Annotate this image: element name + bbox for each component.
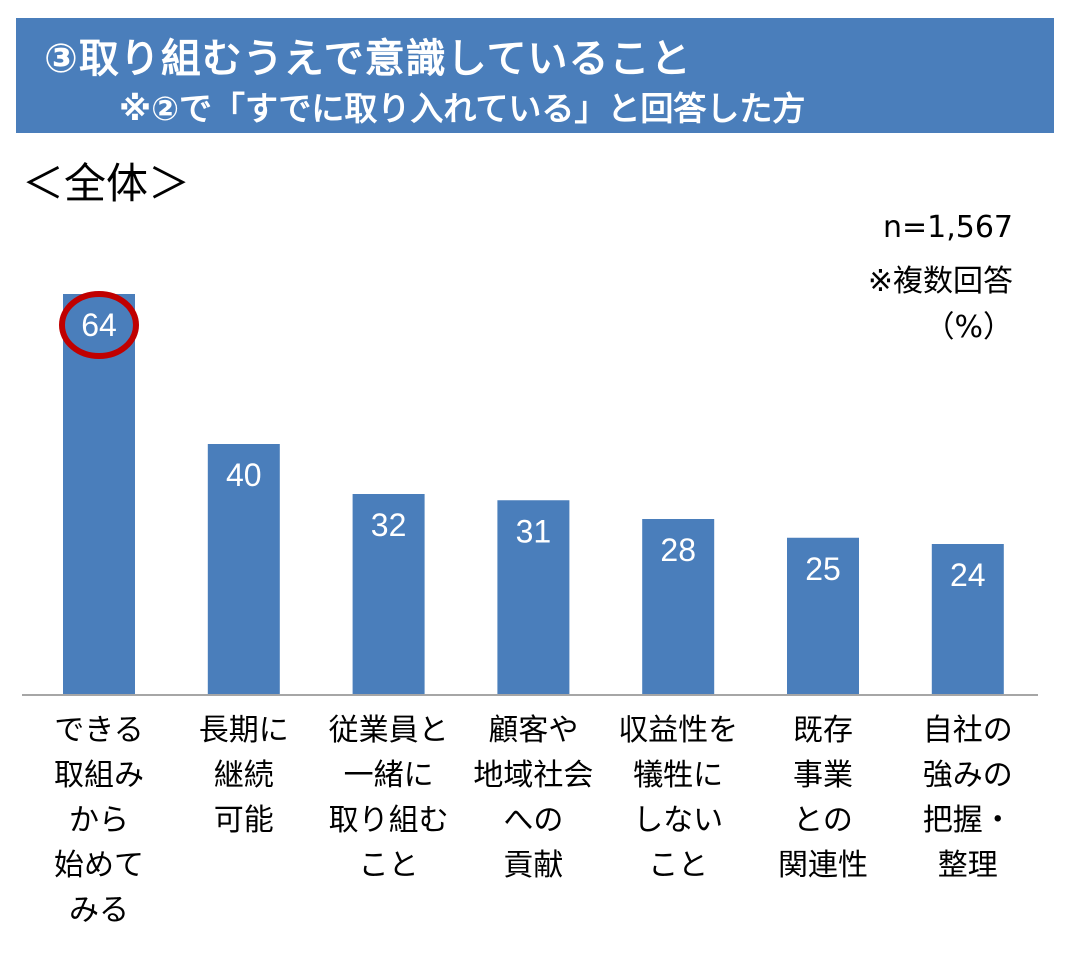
- category-label-5: 既存 事業 との 関連性: [778, 713, 868, 883]
- page-title: ③取り組むうえで意識していること: [44, 36, 692, 82]
- category-label-1: 長期に 継続 可能: [198, 713, 289, 838]
- data-label-6: 24: [950, 557, 986, 593]
- bar-4: [642, 519, 715, 694]
- bar-1: [207, 444, 280, 694]
- category-label-4: 収益性を 犠牲に しない こと: [618, 713, 739, 883]
- bar-6: [931, 544, 1004, 694]
- title-banner: ③取り組むうえで意識していること ※②で「すでに取り入れている」と回答した方: [16, 18, 1054, 133]
- data-label-3: 31: [516, 513, 552, 549]
- page-subtitle: ※②で「すでに取り入れている」と回答した方: [119, 89, 806, 128]
- highlight-circle: [59, 291, 139, 359]
- data-label-0: 64: [81, 307, 117, 343]
- unit-label: （%）: [924, 310, 1013, 345]
- scope-label: ＜全体＞: [22, 159, 191, 208]
- bar-0: [63, 294, 135, 694]
- data-label-4: 28: [660, 532, 696, 568]
- bar-5: [787, 537, 859, 694]
- category-label-2: 従業員と 一緒に 取り組む こと: [328, 713, 449, 883]
- category-label-6: 自社の 強みの 把握・ 整理: [922, 713, 1013, 883]
- data-label-2: 32: [371, 507, 407, 543]
- bar-3: [497, 500, 570, 694]
- category-label-3: 顧客や 地域社会 への 貢献: [473, 713, 594, 883]
- sample-size: n=1,567: [882, 210, 1013, 245]
- data-label-5: 25: [805, 551, 841, 587]
- multiple-answer-note: ※複数回答: [867, 264, 1013, 299]
- bar-2: [352, 494, 425, 694]
- category-label-0: できる 取組み から 始めて みる: [54, 713, 144, 928]
- data-label-1: 40: [226, 457, 262, 493]
